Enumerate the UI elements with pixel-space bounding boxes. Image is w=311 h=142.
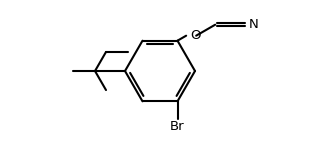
Text: N: N: [249, 18, 259, 31]
Text: Br: Br: [170, 120, 185, 133]
Text: O: O: [190, 29, 201, 42]
